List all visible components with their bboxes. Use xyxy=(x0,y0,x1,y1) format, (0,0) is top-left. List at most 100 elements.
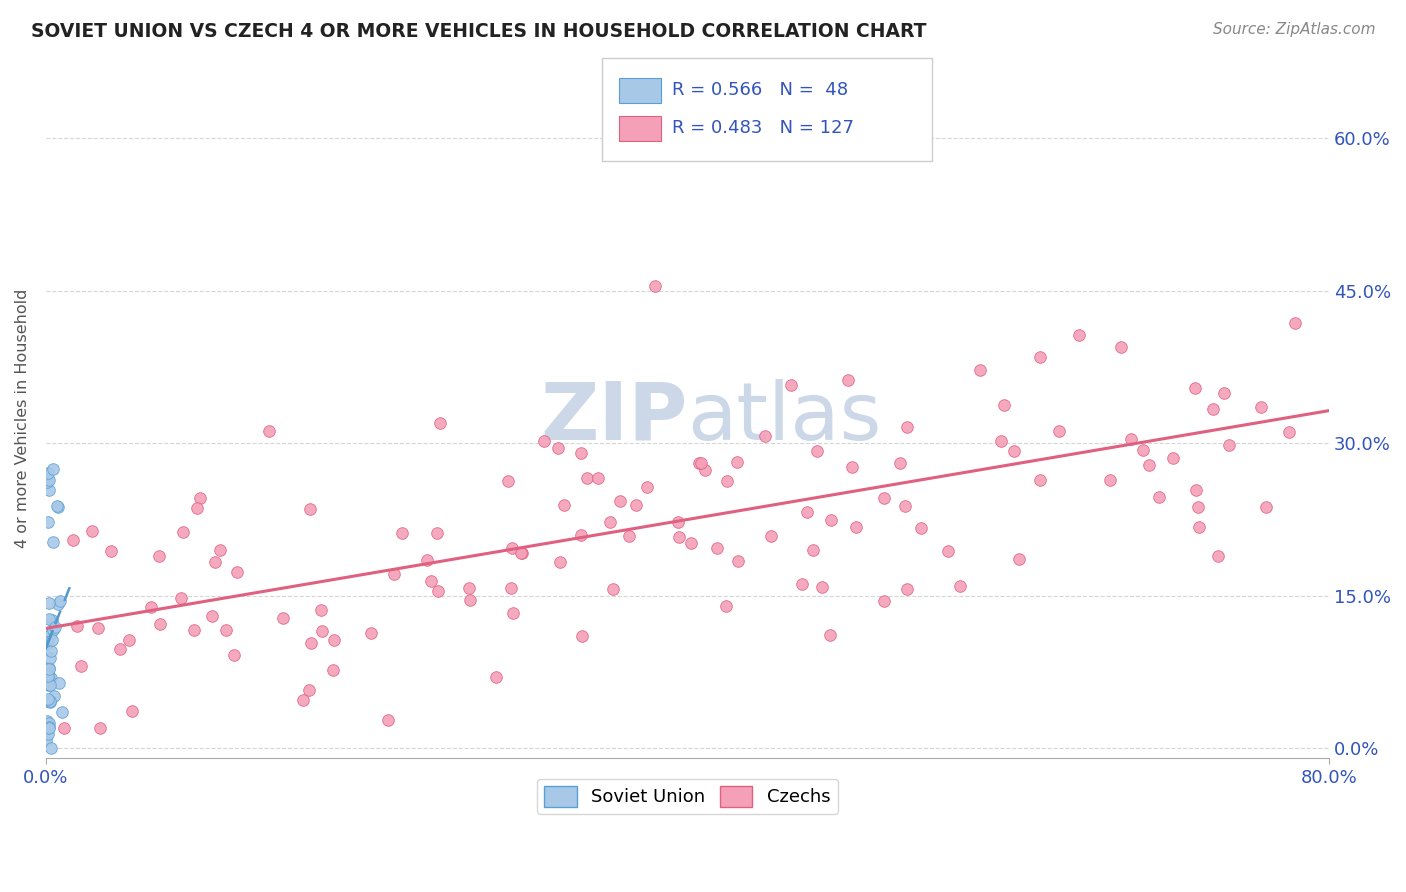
Point xyxy=(569,528,592,542)
Point xyxy=(38,661,60,675)
Point xyxy=(186,500,208,515)
Point xyxy=(1284,316,1306,330)
Point xyxy=(37,714,59,728)
Point xyxy=(222,648,245,663)
Point xyxy=(1109,340,1132,354)
Point xyxy=(693,463,716,477)
Point xyxy=(1137,458,1160,473)
Point xyxy=(44,620,66,634)
Point xyxy=(299,636,322,650)
Point xyxy=(46,500,69,515)
Point xyxy=(1254,500,1277,515)
Point xyxy=(619,529,641,543)
Point xyxy=(1008,552,1031,566)
Point xyxy=(949,579,972,593)
Point xyxy=(100,544,122,558)
Point xyxy=(53,721,76,735)
Point xyxy=(215,623,238,637)
Point xyxy=(1161,450,1184,465)
Point xyxy=(37,669,59,683)
Point xyxy=(37,667,59,681)
Point xyxy=(66,619,89,633)
Point xyxy=(170,591,193,606)
Point xyxy=(688,456,710,470)
Point xyxy=(391,526,413,541)
Point xyxy=(681,536,703,550)
Point xyxy=(360,626,382,640)
Point xyxy=(576,471,599,485)
Point xyxy=(37,677,59,691)
Text: atlas: atlas xyxy=(688,379,882,457)
Point xyxy=(820,513,842,527)
Point xyxy=(1206,549,1229,563)
Point xyxy=(502,606,524,620)
Point xyxy=(49,594,72,608)
Point xyxy=(39,650,62,665)
Text: R = 0.483   N = 127: R = 0.483 N = 127 xyxy=(672,120,853,137)
Point xyxy=(38,473,60,487)
Point xyxy=(889,456,911,470)
Point xyxy=(39,644,62,658)
Point xyxy=(716,475,738,489)
Point xyxy=(969,363,991,377)
Point xyxy=(208,543,231,558)
Point xyxy=(311,624,333,638)
Point xyxy=(609,493,631,508)
Point xyxy=(42,534,65,549)
Point xyxy=(39,678,62,692)
Point xyxy=(46,597,69,611)
Point xyxy=(149,616,172,631)
Point xyxy=(80,524,103,539)
Point xyxy=(668,530,690,544)
Point xyxy=(298,682,321,697)
Point xyxy=(201,608,224,623)
Point xyxy=(1029,473,1052,487)
Point xyxy=(37,475,59,489)
Point xyxy=(51,706,73,720)
Point xyxy=(602,582,624,596)
Point xyxy=(37,635,59,649)
Point xyxy=(41,633,63,648)
Point xyxy=(37,516,59,530)
Point xyxy=(790,577,813,591)
Point xyxy=(860,116,883,130)
Point xyxy=(458,581,481,595)
Point xyxy=(498,474,520,488)
Point xyxy=(547,441,569,455)
Point xyxy=(754,429,776,443)
Point xyxy=(501,541,523,555)
Y-axis label: 4 or more Vehicles in Household: 4 or more Vehicles in Household xyxy=(15,288,30,548)
Point xyxy=(1069,327,1091,342)
Text: Source: ZipAtlas.com: Source: ZipAtlas.com xyxy=(1212,22,1375,37)
Point xyxy=(796,506,818,520)
Point xyxy=(377,713,399,727)
Point xyxy=(46,500,69,514)
Point xyxy=(759,528,782,542)
Point xyxy=(811,580,834,594)
Point xyxy=(41,613,63,627)
Text: R = 0.566   N =  48: R = 0.566 N = 48 xyxy=(672,81,848,99)
Point xyxy=(553,498,575,512)
Point xyxy=(42,461,65,475)
Point xyxy=(873,593,896,607)
Point xyxy=(87,621,110,635)
Point xyxy=(818,628,841,642)
Point xyxy=(426,526,449,541)
Point xyxy=(35,467,58,481)
Point xyxy=(38,673,60,687)
Point xyxy=(458,592,481,607)
Point xyxy=(509,546,531,560)
Point xyxy=(139,599,162,614)
Point xyxy=(910,521,932,535)
Point xyxy=(571,629,593,643)
Point xyxy=(1029,350,1052,364)
Point xyxy=(512,546,534,560)
Point xyxy=(644,278,666,293)
Point xyxy=(1184,381,1206,395)
Point xyxy=(1213,385,1236,400)
Point xyxy=(35,733,58,747)
Point xyxy=(727,553,749,567)
Point xyxy=(37,678,59,692)
Point xyxy=(1132,443,1154,458)
Point xyxy=(427,584,450,599)
